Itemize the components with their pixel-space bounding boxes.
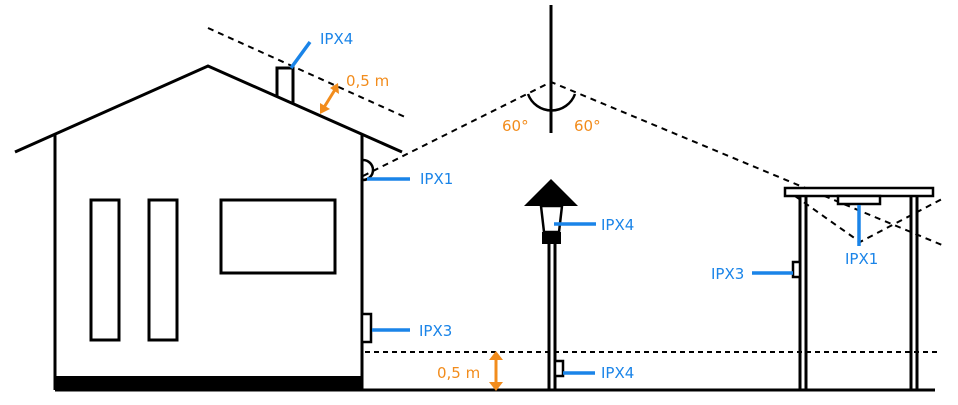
wall-light-rating-label: IPX1 [420,170,453,188]
lamp-post-roof [524,179,578,206]
ground-clearance-arrow [489,351,503,391]
lamp-post [524,179,578,390]
wall-socket [360,312,373,344]
carport-light [836,194,882,206]
carport-socket [791,260,802,279]
post-socket-rating-label: IPX4 [601,364,634,382]
angle-arc [526,93,577,112]
carport-socket-rating-label: IPX3 [711,265,744,283]
house-window-middle [147,198,179,342]
lamp-post-glass [539,204,564,234]
house-roof [14,64,403,154]
house-window-wide [219,198,337,275]
angle-left-label: 60° [502,117,529,135]
lamp-post-socket [553,359,565,378]
roof-rating-label: IPX4 [320,30,353,48]
roof-clearance-dashed-line [207,27,406,118]
cone-dashed-line [362,80,943,246]
carport [783,186,943,390]
lamp-post-base [542,232,561,244]
house-window-left [89,198,121,342]
carport-light-rating-label: IPX1 [845,250,878,268]
roof-rating-leader [289,40,312,70]
ground-clearance-label: 0,5 m [437,364,480,382]
roof-clearance-label: 0,5 m [346,72,389,90]
chimney [275,66,295,103]
wall-socket-rating-label: IPX3 [419,322,452,340]
house [14,64,403,390]
house-foundation [55,376,363,390]
angle-right-label: 60° [574,117,601,135]
lamp-head-rating-label: IPX4 [601,216,634,234]
wall-light-fixture [362,158,375,182]
roof-clearance-arrow [320,83,339,114]
